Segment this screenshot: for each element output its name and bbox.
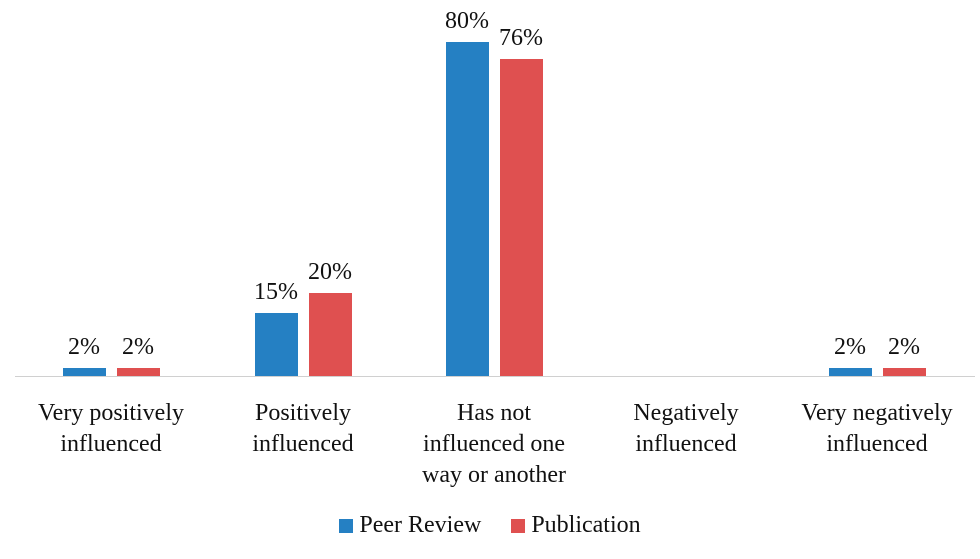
legend-swatch-peer-review	[339, 518, 354, 533]
category-label: Very positively influenced	[38, 400, 184, 457]
bar-peer-review	[62, 367, 106, 376]
data-label: 2%	[834, 333, 866, 360]
category-label: Positively influenced	[252, 400, 354, 457]
legend-item-peer-review: Peer Review	[339, 512, 481, 539]
data-label: 15%	[254, 279, 298, 306]
data-label: 2%	[888, 333, 920, 360]
bar-publication	[499, 58, 543, 376]
bar-publication	[308, 292, 352, 376]
legend-item-publication: Publication	[511, 512, 641, 539]
legend-label-peer-review: Peer Review	[359, 512, 482, 538]
bar-peer-review	[254, 313, 298, 376]
legend-swatch-publication	[511, 518, 526, 533]
x-axis-line	[15, 376, 975, 377]
data-label: 2%	[122, 333, 154, 360]
category-label: Has not influenced one way or another	[422, 400, 566, 488]
bar-peer-review	[445, 42, 489, 376]
data-label: 76%	[499, 24, 543, 51]
legend: Peer Review Publication	[0, 512, 980, 539]
bar-publication	[116, 367, 160, 376]
category-label: Negatively influenced	[633, 400, 739, 457]
bar-peer-review	[828, 367, 872, 376]
data-label: 2%	[68, 333, 100, 360]
category-label: Very negatively influenced	[801, 400, 953, 457]
legend-label-publication: Publication	[531, 512, 641, 538]
bar-publication	[882, 367, 926, 376]
data-label: 80%	[445, 8, 489, 34]
data-label: 20%	[308, 258, 352, 285]
